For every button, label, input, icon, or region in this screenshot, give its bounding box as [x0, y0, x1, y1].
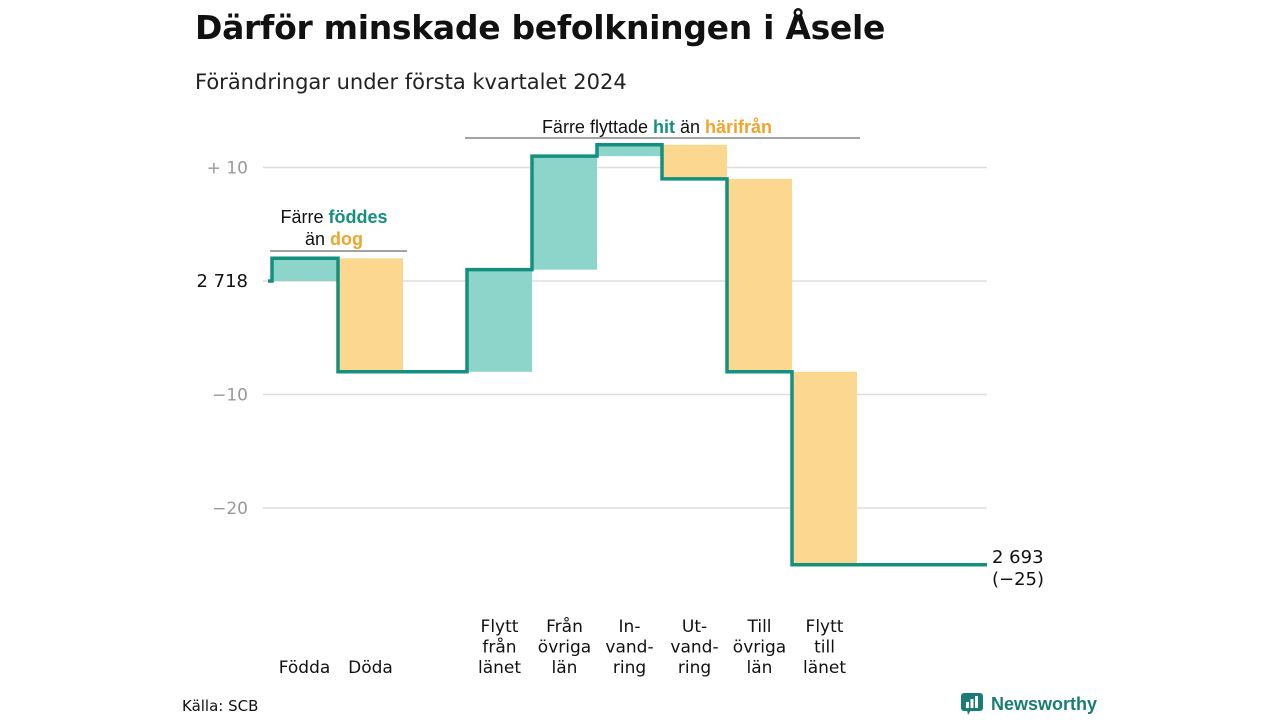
brand-logo: Newsworthy	[960, 692, 1097, 716]
annotation-text: än	[675, 117, 705, 137]
bar-increase	[272, 258, 337, 281]
source-note: Källa: SCB	[182, 697, 259, 715]
x-category-label: till	[814, 638, 835, 658]
bar-increase	[532, 156, 597, 270]
annotation-highlight: hit	[653, 117, 675, 137]
running-total-line	[268, 143, 987, 567]
bar-increase	[467, 269, 532, 372]
x-category-label: ring	[613, 658, 646, 678]
bar-increase	[597, 144, 662, 157]
x-category-label: övriga	[538, 638, 591, 658]
annotation-text: Färre	[280, 207, 328, 227]
annotation-highlight: härifrån	[705, 117, 772, 137]
x-category-label: In-	[619, 617, 641, 637]
annotation-text: Färre flyttade	[542, 117, 653, 137]
x-category-label: länet	[803, 658, 846, 678]
x-category-label: vand-	[605, 638, 653, 658]
annotation-text: än	[305, 229, 330, 249]
x-category-label: Flytt	[481, 617, 519, 637]
x-category-label: Ut-	[682, 617, 707, 637]
x-category-label: Flytt	[806, 617, 844, 637]
x-category-label: Födda	[279, 658, 331, 678]
x-category-label: från	[482, 637, 516, 658]
annotation-highlight: föddes	[329, 207, 388, 227]
annotation-natural-line: än dog	[305, 229, 363, 249]
x-category-label: Från	[546, 616, 583, 637]
bar-decrease	[792, 371, 857, 565]
end-value-label: 2 693	[992, 547, 1044, 568]
bar-decrease	[727, 178, 792, 372]
bar-decrease	[338, 258, 403, 372]
chart-subtitle: Förändringar under första kvartalet 2024	[195, 70, 627, 94]
x-category-label: län	[552, 658, 578, 678]
annotation-highlight: dog	[330, 229, 363, 249]
y-tick-label: + 10	[207, 159, 248, 179]
chart-title: Därför minskade befolkningen i Åsele	[195, 8, 886, 47]
x-category-label: ring	[678, 658, 711, 678]
x-category-label: vand-	[670, 638, 718, 658]
x-category-label: län	[747, 658, 773, 678]
x-category-label: länet	[478, 658, 521, 678]
x-category-label: övriga	[733, 638, 786, 658]
end-change-label: (−25)	[992, 569, 1044, 590]
y-tick-label: −10	[212, 386, 248, 406]
newsworthy-logo-icon	[961, 693, 983, 715]
bar-decrease	[662, 144, 727, 179]
brand-name: Newsworthy	[991, 693, 1098, 714]
start-value-label: 2 718	[196, 271, 248, 292]
x-category-label: Till	[746, 617, 771, 637]
x-category-label: Döda	[348, 658, 393, 678]
annotation-migration-line: Färre flyttade hit än härifrån	[542, 117, 772, 137]
annotation-natural-line: Färre föddes	[280, 207, 387, 227]
y-tick-label: −20	[212, 499, 248, 519]
